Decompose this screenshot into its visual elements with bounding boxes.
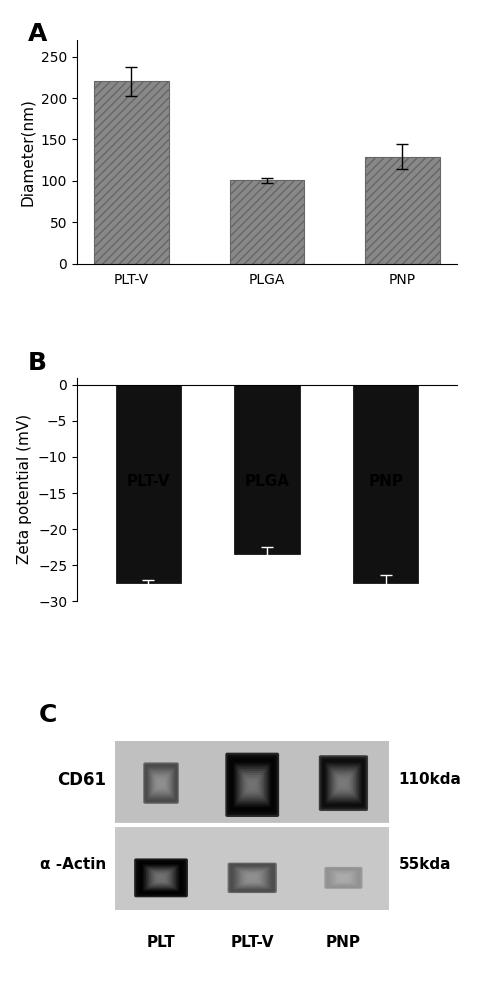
FancyBboxPatch shape [235,867,269,889]
Bar [234,385,299,554]
Text: 110kda: 110kda [398,772,461,787]
FancyBboxPatch shape [137,861,184,895]
FancyBboxPatch shape [154,873,168,883]
Bar [364,157,439,264]
FancyBboxPatch shape [146,766,175,800]
FancyBboxPatch shape [237,767,267,803]
Text: PLGA: PLGA [244,474,289,489]
FancyBboxPatch shape [327,869,359,887]
FancyBboxPatch shape [228,864,275,892]
FancyBboxPatch shape [233,866,270,889]
FancyBboxPatch shape [325,867,360,888]
Text: C: C [39,703,57,727]
Text: α -Actin: α -Actin [39,857,106,872]
Text: 55kda: 55kda [398,857,450,872]
FancyBboxPatch shape [324,762,361,804]
FancyBboxPatch shape [227,755,277,815]
FancyBboxPatch shape [326,868,360,888]
FancyBboxPatch shape [334,872,351,883]
FancyBboxPatch shape [153,774,169,792]
FancyBboxPatch shape [335,873,350,883]
FancyBboxPatch shape [333,773,352,794]
FancyBboxPatch shape [141,863,181,893]
FancyBboxPatch shape [238,769,265,801]
FancyBboxPatch shape [155,776,167,790]
Bar [115,825,388,910]
FancyBboxPatch shape [232,865,272,890]
FancyBboxPatch shape [144,866,178,890]
FancyBboxPatch shape [236,868,267,888]
Y-axis label: Diameter(nm): Diameter(nm) [20,98,35,206]
Text: PLT-V: PLT-V [230,935,274,950]
FancyBboxPatch shape [245,777,259,793]
FancyBboxPatch shape [235,765,268,805]
Text: A: A [27,22,47,46]
FancyBboxPatch shape [336,776,349,790]
FancyBboxPatch shape [331,871,355,885]
FancyBboxPatch shape [241,871,263,885]
FancyBboxPatch shape [148,769,173,798]
FancyBboxPatch shape [332,771,354,795]
Text: PNP: PNP [367,474,402,489]
FancyBboxPatch shape [230,759,274,811]
FancyBboxPatch shape [151,870,171,885]
FancyBboxPatch shape [144,764,178,803]
FancyBboxPatch shape [145,867,176,889]
Y-axis label: Zeta potential (mV): Zeta potential (mV) [17,414,32,564]
FancyBboxPatch shape [238,869,265,887]
FancyBboxPatch shape [327,766,358,801]
FancyBboxPatch shape [326,764,360,802]
FancyBboxPatch shape [147,767,174,799]
FancyBboxPatch shape [143,762,179,804]
FancyBboxPatch shape [323,760,363,806]
Bar [229,180,303,264]
FancyBboxPatch shape [243,775,260,795]
FancyBboxPatch shape [227,863,276,893]
FancyBboxPatch shape [240,771,264,799]
Bar [94,81,168,264]
FancyBboxPatch shape [333,872,353,884]
FancyBboxPatch shape [320,757,366,809]
Text: PNP: PNP [325,935,360,950]
FancyBboxPatch shape [150,771,171,795]
FancyBboxPatch shape [225,753,278,817]
FancyBboxPatch shape [145,765,176,801]
FancyBboxPatch shape [318,755,367,811]
FancyBboxPatch shape [154,775,168,791]
Text: CD61: CD61 [57,771,106,789]
FancyBboxPatch shape [324,867,362,889]
FancyBboxPatch shape [230,864,273,891]
Bar [115,741,388,825]
FancyBboxPatch shape [156,874,166,882]
FancyBboxPatch shape [139,862,182,894]
FancyBboxPatch shape [231,761,272,809]
FancyBboxPatch shape [332,871,354,885]
FancyBboxPatch shape [330,769,355,797]
FancyBboxPatch shape [147,868,174,888]
FancyBboxPatch shape [142,864,179,891]
Bar [115,385,180,583]
FancyBboxPatch shape [329,767,357,799]
Text: B: B [27,351,47,375]
FancyBboxPatch shape [228,757,275,813]
FancyBboxPatch shape [241,773,262,797]
FancyBboxPatch shape [242,872,261,884]
FancyBboxPatch shape [152,871,169,884]
FancyBboxPatch shape [244,873,260,883]
FancyBboxPatch shape [329,870,356,886]
FancyBboxPatch shape [149,770,172,796]
FancyBboxPatch shape [239,870,264,886]
FancyBboxPatch shape [247,779,257,791]
FancyBboxPatch shape [152,773,170,794]
Text: PLT-V: PLT-V [126,474,169,489]
FancyBboxPatch shape [321,759,364,808]
FancyBboxPatch shape [233,763,270,807]
FancyBboxPatch shape [149,869,172,887]
Text: PLT: PLT [146,935,175,950]
FancyBboxPatch shape [328,869,357,886]
FancyBboxPatch shape [135,860,186,896]
FancyBboxPatch shape [134,858,188,897]
FancyBboxPatch shape [335,774,350,792]
Bar [352,385,418,583]
